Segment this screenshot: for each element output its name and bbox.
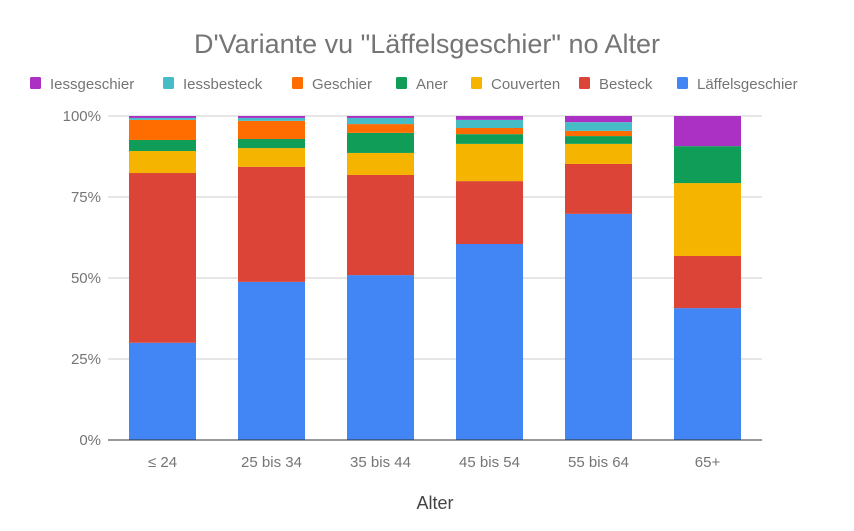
bar-segment [456,243,523,440]
bar-segment [347,124,414,133]
legend-item: Iessgeschier [30,76,134,93]
bar-stack [565,116,632,440]
legend-swatch [30,77,41,89]
x-axis-title: Alter [416,493,453,513]
bar-segment [347,116,414,118]
bar-segment [129,342,196,440]
legend-swatch [471,77,482,89]
bar-segment [565,130,632,137]
bar-segment [456,134,523,144]
legend-swatch [677,77,688,89]
legend-swatch [163,77,174,89]
legend-label: Couverten [491,76,560,93]
bar-segment [674,308,741,440]
bar-segment [238,117,305,121]
x-tick-label: ≤ 24 [148,454,177,471]
legend-item: Iessbesteck [163,76,263,93]
bar-segment [129,117,196,120]
bar-segment [238,120,305,140]
bar-segment [565,116,632,123]
bar-segment [565,163,632,214]
bar-segment [129,150,196,174]
x-tick-label: 25 bis 34 [241,454,302,471]
bar-segment [238,148,305,167]
bar-segment [129,173,196,343]
x-tick-label: 65+ [695,454,721,471]
bar-segment [347,117,414,125]
bar-segment [674,116,741,147]
legend-label: Iessbesteck [183,76,263,93]
x-axis-ticks: ≤ 24 25 bis 34 35 bis 44 45 bis 54 55 bis 64… [148,454,721,471]
legend-item: Besteck [579,76,653,93]
x-tick-label: 45 bis 54 [459,454,520,471]
bar-segment [674,255,741,309]
legend-swatch [292,77,303,89]
legend-label: Iessgeschier [50,76,134,93]
legend-label: Aner [416,76,448,93]
chart-title: D'Variante vu "Läffelsgeschier" no Alter [194,29,660,59]
legend-swatch [579,77,590,89]
x-tick-label: 35 bis 44 [350,454,411,471]
legend-label: Geschier [312,76,372,93]
bar-segment [565,136,632,144]
bar-segment [565,213,632,440]
y-axis-ticks: 0% 25% 50% 75% 100% [63,108,101,449]
bar-stack [674,116,741,440]
bar-segment [238,166,305,282]
bar-segment [674,146,741,184]
bar-segment [347,152,414,175]
bar-segment [456,116,523,120]
bar-segment [565,122,632,131]
y-tick-label: 50% [71,270,101,287]
legend-swatch [396,77,407,89]
bar-stack [238,116,305,440]
bar-segment [238,281,305,440]
y-tick-label: 25% [71,351,101,368]
legend-item: Aner [396,76,448,93]
bar-segment [129,116,196,118]
bar-segment [456,127,523,135]
legend-label: Läffelsgeschier [697,76,798,93]
y-tick-label: 75% [71,189,101,206]
x-tick-label: 55 bis 64 [568,454,629,471]
bar-stack [347,116,414,440]
y-tick-label: 100% [63,108,101,125]
legend-item: Geschier [292,76,372,93]
bar-segment [238,116,305,118]
bar-segment [347,132,414,153]
bar-segment [238,139,305,149]
y-tick-label: 0% [79,432,101,449]
bar-segment [456,181,523,244]
legend: Iessgeschier Iessbesteck Geschier Aner Couve… [30,76,798,93]
legend-label: Besteck [599,76,653,93]
bar-stack [129,116,196,440]
bar-segment [565,143,632,164]
bar-segment [347,275,414,440]
bars [129,116,741,440]
bar-segment [456,143,523,182]
bar-segment [347,174,414,276]
legend-item: Läffelsgeschier [677,76,798,93]
bar-segment [129,119,196,140]
legend-item: Couverten [471,76,560,93]
bar-segment [129,139,196,151]
bar-stack [456,116,523,440]
gridlines [108,115,762,360]
bar-segment [456,119,523,128]
bar-segment [674,183,741,256]
